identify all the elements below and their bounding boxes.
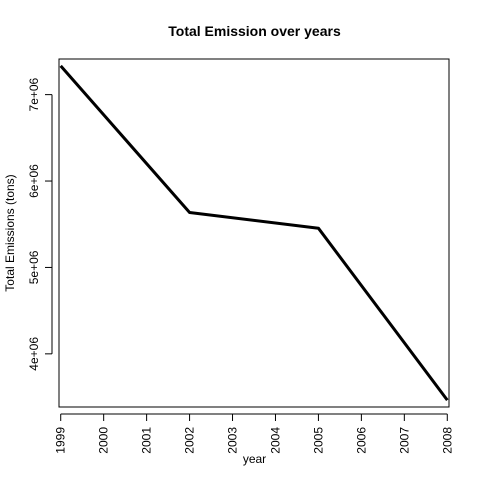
plot-frame: [58, 58, 450, 408]
x-tick-label: 2004: [268, 427, 282, 454]
series-group: [59, 64, 449, 401]
x-tick-label: 2007: [397, 427, 411, 454]
chart-title: Total Emission over years: [168, 23, 341, 39]
x-axis-label: year: [243, 452, 266, 466]
emission-line: [59, 64, 449, 401]
x-axis: 1999 2000 2001 2002 2003 2004 2005 2006 2007 2008: [54, 413, 454, 454]
x-tick-label: 2000: [97, 427, 111, 454]
x-tick-label: 2005: [311, 427, 325, 454]
x-tick-label: 2001: [140, 427, 154, 454]
x-tick-label: 2003: [226, 427, 240, 454]
y-tick-label: 4e+06: [27, 337, 41, 371]
y-axis: 4e+06 5e+06 6e+06 7e+06: [27, 77, 53, 371]
y-tick-label: 6e+06: [27, 164, 41, 198]
x-tick-label: 1999: [54, 427, 68, 454]
y-tick-label: 5e+06: [27, 250, 41, 284]
y-axis-label: Total Emissions (tons): [3, 174, 17, 291]
y-tick-label: 7e+06: [27, 77, 41, 111]
x-tick-label: 2006: [354, 427, 368, 454]
x-tick-label: 2008: [440, 427, 454, 454]
x-tick-label: 2002: [183, 427, 197, 454]
